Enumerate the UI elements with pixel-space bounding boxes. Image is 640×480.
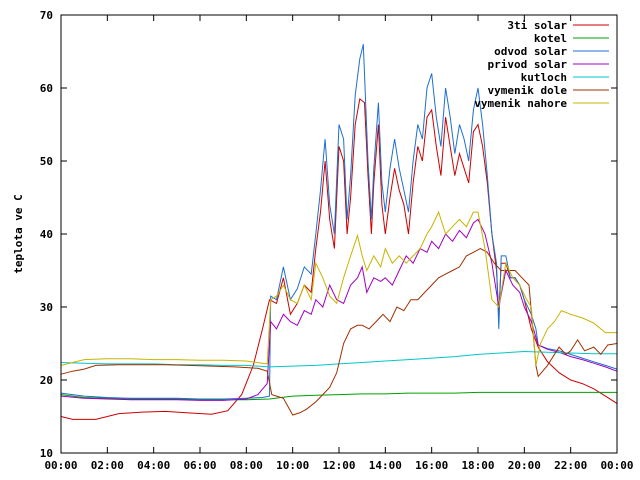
x-tick-label: 10:00: [276, 459, 309, 472]
x-tick-label: 08:00: [230, 459, 263, 472]
series-line: [60, 218, 618, 401]
y-tick-label: 40: [40, 228, 53, 241]
x-tick-label: 22:00: [554, 459, 587, 472]
y-tick-label: 70: [40, 9, 53, 22]
legend-label: vymenik nahore: [474, 97, 567, 110]
legend-label: privod solar: [488, 58, 568, 71]
legend-label: 3ti solar: [507, 19, 567, 32]
y-axis-title: teplota ve C: [12, 194, 25, 273]
x-tick-label: 06:00: [183, 459, 216, 472]
series-line: [60, 210, 617, 366]
plot-lines: [60, 44, 618, 420]
x-tick-label: 02:00: [91, 459, 124, 472]
y-tick-label: 60: [40, 82, 53, 95]
y-tick-label: 50: [40, 155, 53, 168]
legend-label: vymenik dole: [488, 84, 568, 97]
y-tick-label: 30: [40, 301, 53, 314]
x-tick-label: 04:00: [137, 459, 170, 472]
legend-label: odvod solar: [494, 45, 567, 58]
legend-label: kotel: [534, 32, 567, 45]
x-tick-label: 14:00: [369, 459, 402, 472]
x-tick-label: 16:00: [415, 459, 448, 472]
series-line: [60, 391, 617, 401]
series-line: [60, 248, 618, 416]
x-tick-label: 00:00: [600, 459, 633, 472]
x-tick-label: 18:00: [461, 459, 494, 472]
y-tick-label: 10: [40, 447, 53, 460]
series-line: [60, 44, 618, 400]
x-tick-label: 20:00: [508, 459, 541, 472]
legend-label: kutloch: [521, 71, 567, 84]
y-axis: 10 20 30 40 50 60 70: [40, 9, 617, 460]
x-tick-label: 12:00: [322, 459, 355, 472]
x-tick-label: 00:00: [44, 459, 77, 472]
y-tick-label: 20: [40, 374, 53, 387]
series-line: [60, 97, 618, 420]
x-axis: 00:00 02:00 04:00 06:00 08:00 10:00 12:00 14:00…: [44, 15, 634, 472]
